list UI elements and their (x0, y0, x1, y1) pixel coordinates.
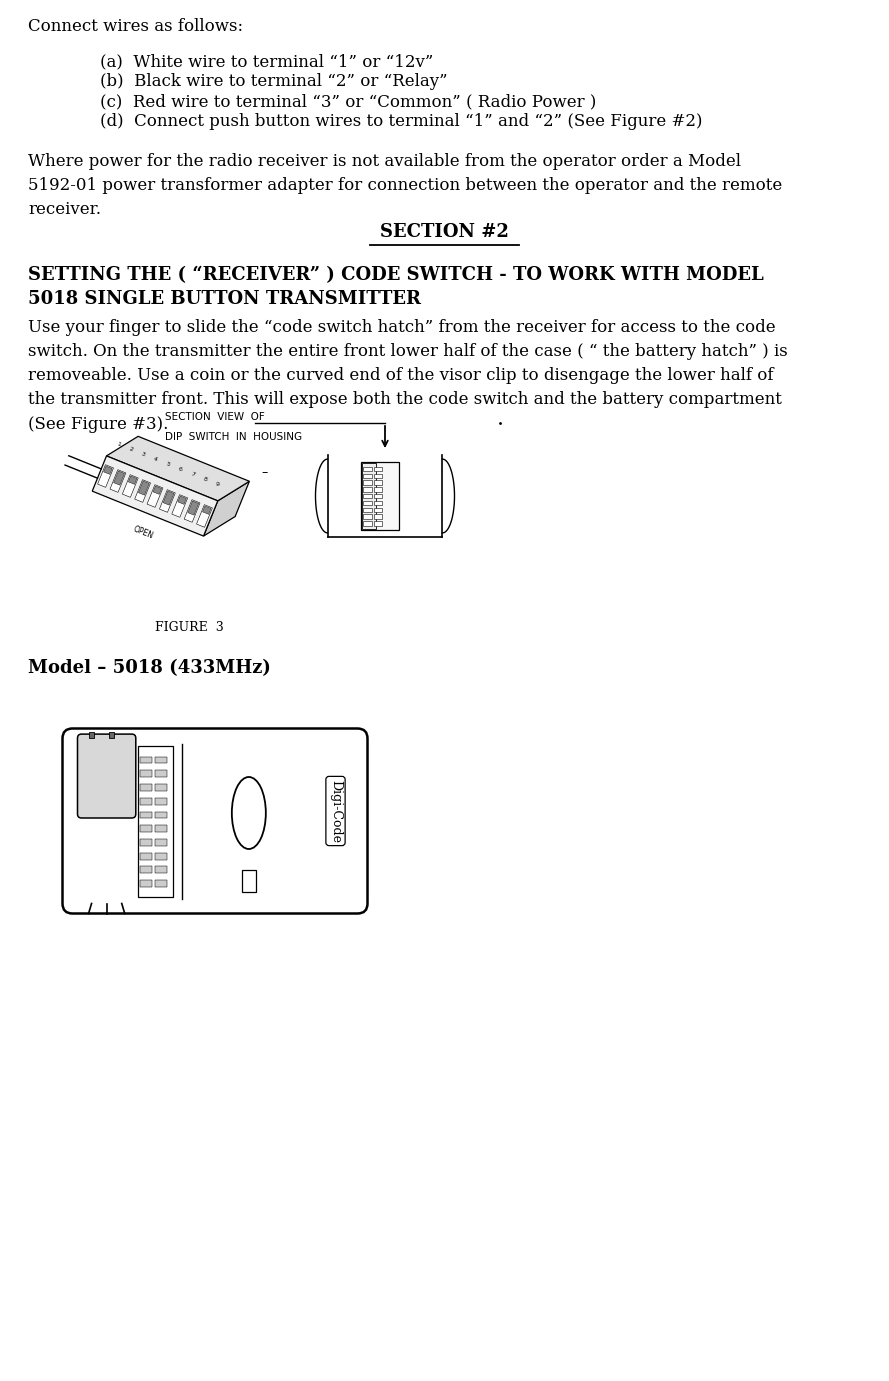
Polygon shape (139, 481, 149, 496)
Bar (362, 463, 376, 529)
Bar (364, 514, 372, 519)
Text: 7: 7 (189, 471, 196, 478)
Polygon shape (204, 482, 250, 536)
Polygon shape (114, 471, 124, 485)
Bar (364, 487, 372, 492)
Text: OPEN: OPEN (132, 525, 155, 541)
Bar (364, 494, 372, 499)
Text: SETTING THE ( “RECEIVER” ) CODE SWITCH - TO WORK WITH MODEL
5018 SINGLE BUTTON T: SETTING THE ( “RECEIVER” ) CODE SWITCH -… (28, 267, 764, 308)
Bar (156, 812, 167, 819)
Polygon shape (163, 492, 174, 505)
Polygon shape (159, 490, 175, 512)
Text: Use your finger to slide the “code switch hatch” from the receiver for access to: Use your finger to slide the “code switc… (28, 319, 788, 432)
Bar (140, 880, 152, 887)
Text: (d)  Connect push button wires to terminal “1” and “2” (See Figure #2): (d) Connect push button wires to termina… (100, 113, 702, 130)
Polygon shape (178, 496, 187, 504)
Bar (364, 474, 372, 478)
Bar (156, 852, 167, 859)
Bar (364, 481, 372, 485)
FancyBboxPatch shape (62, 729, 367, 913)
Text: SECTION #2: SECTION #2 (380, 222, 509, 242)
Polygon shape (128, 476, 137, 485)
Bar (242, 870, 256, 892)
Text: Digi-Code: Digi-Code (329, 779, 342, 842)
Bar (374, 474, 382, 478)
Polygon shape (196, 504, 212, 528)
Bar (156, 771, 167, 778)
Polygon shape (107, 436, 250, 501)
Bar (140, 826, 152, 833)
Polygon shape (147, 485, 163, 507)
Text: (a)  White wire to terminal “1” or “12v”: (a) White wire to terminal “1” or “12v” (100, 52, 433, 70)
Text: FIGURE  3: FIGURE 3 (155, 621, 224, 634)
Polygon shape (92, 456, 218, 536)
Text: 1: 1 (116, 442, 121, 447)
Text: SECTION  VIEW  OF: SECTION VIEW OF (165, 412, 265, 423)
Polygon shape (110, 470, 126, 493)
Text: DIP  SWITCH  IN  HOUSING: DIP SWITCH IN HOUSING (165, 432, 302, 442)
Bar (364, 467, 372, 471)
Polygon shape (184, 500, 200, 522)
Bar (361, 463, 399, 530)
Bar (140, 840, 152, 845)
Bar (140, 798, 152, 805)
Text: 2: 2 (128, 446, 133, 453)
Bar (156, 757, 167, 764)
Bar (140, 852, 152, 859)
Bar (374, 514, 382, 519)
Bar (374, 467, 382, 471)
Polygon shape (203, 505, 211, 514)
Polygon shape (104, 465, 112, 474)
Bar (109, 732, 114, 737)
Bar (364, 501, 372, 505)
Polygon shape (153, 486, 162, 494)
Bar (364, 507, 372, 512)
Text: (b)  Black wire to terminal “2” or “Relay”: (b) Black wire to terminal “2” or “Relay… (100, 73, 448, 90)
Bar (156, 866, 167, 873)
Text: 6: 6 (178, 467, 183, 472)
Bar (140, 757, 152, 764)
Text: 4: 4 (153, 456, 158, 463)
Text: 3: 3 (140, 452, 146, 457)
Bar (156, 784, 167, 791)
Text: Where power for the radio receiver is not available from the operator order a Mo: Where power for the radio receiver is no… (28, 153, 782, 218)
Bar (156, 880, 167, 887)
Text: 5: 5 (165, 461, 171, 468)
Bar (374, 507, 382, 512)
Text: 8: 8 (202, 476, 207, 482)
Text: 9: 9 (214, 482, 220, 487)
Bar (374, 487, 382, 492)
Text: Connect wires as follows:: Connect wires as follows: (28, 18, 243, 35)
Bar (374, 494, 382, 499)
FancyBboxPatch shape (77, 735, 136, 818)
Bar (140, 812, 152, 819)
Polygon shape (188, 501, 199, 515)
Polygon shape (98, 465, 114, 487)
Polygon shape (172, 494, 188, 518)
Text: Model – 5018 (433MHz): Model – 5018 (433MHz) (28, 659, 271, 677)
Bar (374, 481, 382, 485)
Bar (374, 501, 382, 505)
Bar (156, 840, 167, 845)
Bar (140, 771, 152, 778)
Bar (156, 826, 167, 833)
Text: –: – (262, 465, 268, 479)
Bar (364, 521, 372, 526)
Bar (374, 521, 382, 526)
Bar (138, 746, 172, 896)
Polygon shape (123, 475, 138, 497)
Bar (156, 798, 167, 805)
Bar (140, 784, 152, 791)
Bar (89, 732, 94, 737)
Polygon shape (135, 479, 150, 503)
Text: (c)  Red wire to terminal “3” or “Common” ( Radio Power ): (c) Red wire to terminal “3” or “Common”… (100, 93, 597, 110)
Bar (140, 866, 152, 873)
Ellipse shape (232, 778, 266, 849)
